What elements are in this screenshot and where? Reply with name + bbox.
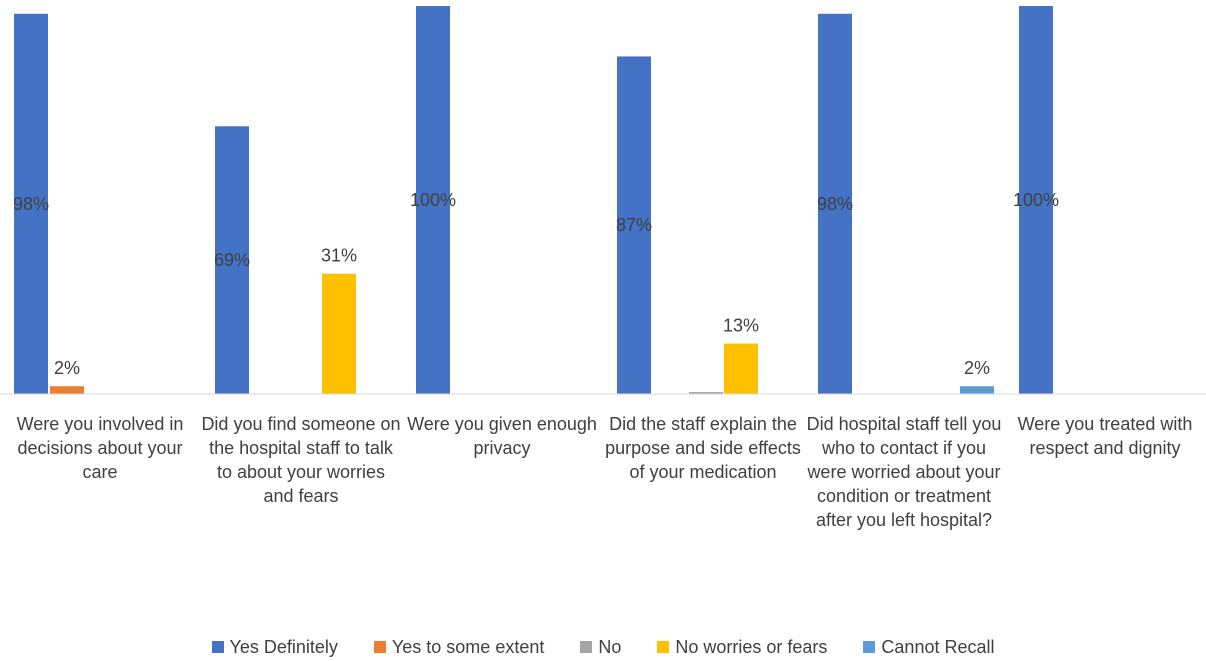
legend-item: No worries or fears xyxy=(657,637,827,658)
legend-label: No worries or fears xyxy=(675,636,828,657)
data-label: 13% xyxy=(723,316,759,336)
bar-yes-definitely-2 xyxy=(416,6,450,394)
plot-area: 98% 2% 69% 31% 100% 87% 13% 98% 2% 100% xyxy=(13,6,1059,394)
bar-yes-definitely-0 xyxy=(14,13,48,394)
bar-yes-definitely-3 xyxy=(617,56,651,394)
data-label: 2% xyxy=(964,358,990,378)
legend: Yes Definitely Yes to some extent No No wor… xyxy=(0,634,1206,660)
category-label: Were you given enough privacy xyxy=(407,414,597,458)
legend-swatch xyxy=(657,641,670,653)
category-label: Did the staff explain the purpose and si… xyxy=(605,414,801,482)
data-label: 100% xyxy=(1013,190,1059,210)
bar-yes-definitely-1 xyxy=(215,126,249,394)
bar-no-worries-or-fears-3 xyxy=(724,343,758,394)
data-label: 98% xyxy=(817,194,853,214)
data-label: 87% xyxy=(616,215,652,235)
data-label: 100% xyxy=(410,190,456,210)
bar-yes-to-some-extent-0 xyxy=(50,386,84,394)
legend-swatch xyxy=(580,641,593,653)
legend-label: No xyxy=(598,636,622,657)
category-label: Did you find someone on the hospital sta… xyxy=(201,414,401,506)
bar-no-3 xyxy=(689,392,723,394)
legend-label: Yes to some extent xyxy=(391,636,545,657)
data-label: 2% xyxy=(54,358,80,378)
legend-label: Cannot Recall xyxy=(881,636,995,657)
legend-swatch xyxy=(863,641,876,653)
legend-label: Yes Definitely xyxy=(229,636,338,657)
data-label: 98% xyxy=(13,194,49,214)
legend-item: No xyxy=(580,637,621,658)
legend-swatch xyxy=(211,641,224,653)
legend-swatch xyxy=(373,641,386,653)
category-label: Did hospital staff tell you who to conta… xyxy=(806,414,1002,530)
category-label: Were you treated with respect and dignit… xyxy=(1017,414,1193,458)
bar-no-worries-or-fears-1 xyxy=(322,273,356,394)
bar-yes-definitely-4 xyxy=(818,13,852,394)
data-label: 69% xyxy=(214,250,250,270)
legend-item: Yes Definitely xyxy=(211,636,338,658)
bar-cannot-recall-4 xyxy=(960,386,994,394)
data-label: 31% xyxy=(321,246,357,266)
legend-item: Yes to some extent xyxy=(373,636,545,658)
bar-yes-definitely-5 xyxy=(1019,6,1053,394)
legend-item: Cannot Recall xyxy=(863,637,994,658)
category-label: Were you involved in decisions about you… xyxy=(16,414,184,482)
